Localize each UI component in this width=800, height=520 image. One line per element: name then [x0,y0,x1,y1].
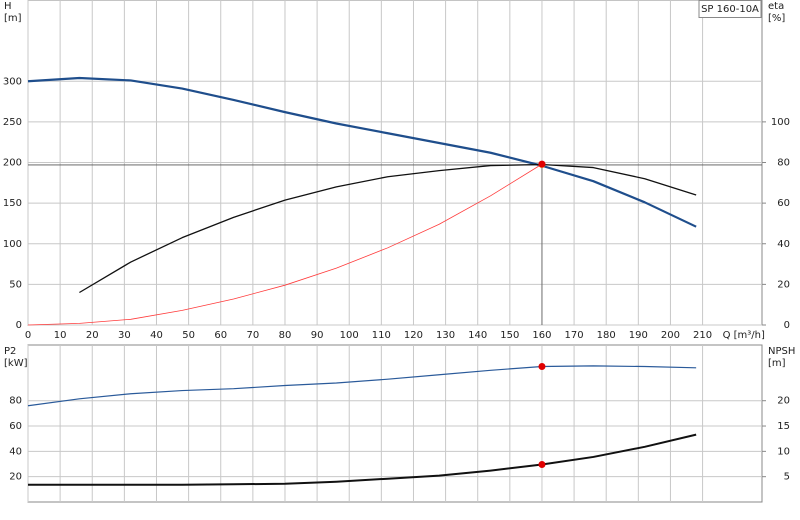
y2-axis-label: NPSH [768,346,795,357]
x-tick-label: 210 [693,330,712,341]
x-tick-label: 10 [54,330,67,341]
x-axis-label: Q [m³/h] [723,330,765,341]
label-box [698,0,762,18]
y-tick-label: 60 [9,421,22,432]
x-tick-label: 110 [372,330,391,341]
y-tick-label: 250 [3,117,22,128]
x-tick-label: 200 [661,330,680,341]
x-tick-label: 80 [279,330,292,341]
y2-axis-label: [%] [768,13,785,24]
y-axis-label: H [4,1,12,12]
y2-axis-label: eta [768,1,784,12]
curve [79,163,697,294]
x-tick-label: 150 [500,330,519,341]
curve-label: SP 160-10A [701,4,759,15]
curve [27,76,697,228]
x-tick-label: 50 [182,330,195,341]
x-tick-label: 100 [340,330,359,341]
duty-point [538,461,546,469]
y-tick-label: 200 [3,158,22,169]
y-axis-label: P2 [4,346,16,357]
curve [27,365,697,407]
y-tick-label: 40 [9,446,22,457]
y2-tick-label: 40 [777,239,790,250]
y-tick-label: 300 [3,76,22,87]
y-tick-label: 20 [9,472,22,483]
y-axis-label: [m] [4,13,22,24]
x-tick-label: 20 [86,330,99,341]
y-tick-label: 100 [3,239,22,250]
y-tick-label: 80 [9,396,22,407]
y2-tick-label: 100 [771,117,790,128]
y2-tick-label: 20 [777,396,790,407]
y-tick-label: 0 [16,320,22,331]
y2-tick-label: 60 [777,198,790,209]
y-tick-label: 150 [3,198,22,209]
y2-tick-label: 5 [784,472,790,483]
x-tick-label: 60 [214,330,227,341]
duty-point [538,363,546,371]
y-tick-label: 50 [9,279,22,290]
curve [27,163,543,326]
x-tick-label: 30 [118,330,131,341]
x-tick-label: 90 [311,330,324,341]
duty-point [538,160,546,168]
curve [28,433,697,486]
x-tick-label: 0 [25,330,31,341]
y2-tick-label: 15 [777,421,790,432]
y-axis-label: [kW] [4,358,28,369]
y2-axis-label: [m] [768,358,786,369]
y2-tick-label: 20 [777,279,790,290]
x-tick-label: 190 [629,330,648,341]
x-tick-label: 140 [468,330,487,341]
x-tick-label: 170 [565,330,584,341]
y2-tick-label: 10 [777,446,790,457]
y2-tick-label: 0 [784,320,790,331]
x-tick-label: 120 [404,330,423,341]
x-tick-label: 160 [532,330,551,341]
x-tick-label: 180 [597,330,616,341]
x-tick-label: 130 [436,330,455,341]
x-tick-label: 40 [150,330,163,341]
y2-tick-label: 80 [777,158,790,169]
x-tick-label: 70 [246,330,259,341]
